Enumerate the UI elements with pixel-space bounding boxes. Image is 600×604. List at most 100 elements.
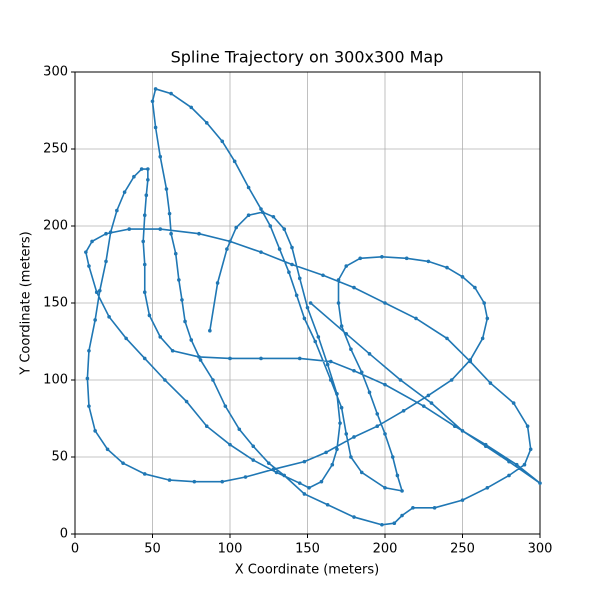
y-tick-label: 50 <box>51 450 68 465</box>
trajectory-point <box>204 121 209 125</box>
trajectory-point <box>225 247 229 251</box>
trajectory-point <box>85 376 90 381</box>
trajectory-point <box>220 479 225 484</box>
trajectory-point <box>344 432 349 436</box>
trajectory-point <box>108 230 113 234</box>
trajectory-point <box>173 251 178 256</box>
trajectory-point <box>330 462 335 467</box>
trajectory-point <box>398 378 403 382</box>
x-tick-label: 300 <box>528 542 553 557</box>
trajectory-point <box>142 290 147 295</box>
x-tick-label: 250 <box>450 542 475 557</box>
trajectory-point <box>287 270 291 275</box>
trajectory-point <box>282 227 287 231</box>
trajectory-point <box>339 324 344 328</box>
trajectory-point <box>259 356 263 361</box>
trajectory-point <box>375 412 380 416</box>
trajectory-point <box>421 404 426 408</box>
trajectory-point <box>192 479 197 484</box>
trajectory-point <box>401 409 406 413</box>
trajectory-point <box>105 447 110 452</box>
trajectory-point <box>390 455 395 459</box>
trajectory-point <box>169 91 173 96</box>
trajectory-point <box>460 429 465 433</box>
trajectory-point <box>426 259 431 264</box>
trajectory-point <box>93 429 97 433</box>
trajectory-point <box>313 339 318 344</box>
y-axis-label: Y Coordinate (meters) <box>19 231 34 376</box>
trajectory-point <box>153 125 158 130</box>
trajectory-point <box>142 356 147 361</box>
trajectory-point <box>243 475 248 479</box>
trajectory-point <box>338 421 342 425</box>
y-tick-label: 250 <box>43 142 68 157</box>
trajectory-point <box>460 498 465 502</box>
trajectory-point <box>228 356 232 361</box>
trajectory-point <box>167 211 172 216</box>
trajectory-point <box>158 335 163 339</box>
trajectory-point <box>90 239 94 244</box>
trajectory-point <box>325 362 330 367</box>
trajectory-point <box>449 378 454 382</box>
trajectory-point <box>305 305 310 310</box>
trajectory-point <box>400 513 404 518</box>
trajectory-point <box>335 392 339 396</box>
trajectory-point <box>183 319 187 324</box>
trajectory-point <box>189 338 194 342</box>
trajectory-point <box>485 486 490 490</box>
trajectory-point <box>325 502 330 507</box>
trajectory-point <box>93 318 97 322</box>
trajectory-point <box>211 378 215 382</box>
trajectory-point <box>395 473 400 478</box>
trajectory-point <box>208 328 212 333</box>
trajectory-point <box>146 178 150 182</box>
trajectory-point <box>473 285 477 290</box>
trajectory-point <box>522 462 527 467</box>
trajectory-point <box>142 262 147 267</box>
trajectory-point <box>358 256 363 261</box>
trajectory-point <box>87 264 91 268</box>
trajectory-point <box>445 265 449 270</box>
trajectory-point <box>294 293 299 298</box>
trajectory-point <box>383 486 387 490</box>
trajectory-point <box>232 159 237 164</box>
trajectory-point <box>308 301 313 305</box>
x-tick-label: 200 <box>373 542 398 557</box>
y-tick-label: 150 <box>43 296 68 311</box>
trajectory-point <box>349 347 353 352</box>
trajectory-point <box>277 247 282 251</box>
trajectory-point <box>316 335 321 339</box>
trajectory-point <box>177 278 181 282</box>
trajectory-point <box>392 521 397 526</box>
trajectory-point <box>335 447 339 452</box>
trajectory-point <box>132 174 136 179</box>
trajectory-point <box>445 336 449 341</box>
trajectory-point <box>158 227 163 231</box>
trajectory-point <box>485 316 490 321</box>
trajectory-point <box>146 167 150 171</box>
trajectory-point <box>429 401 434 405</box>
trajectory-point <box>223 404 228 408</box>
trajectory-point <box>153 87 158 91</box>
trajectory-point <box>344 264 349 268</box>
trajectory-point <box>507 473 511 478</box>
trajectory-point <box>480 336 485 341</box>
trajectory-point <box>383 432 387 436</box>
trajectory-point <box>259 250 263 254</box>
trajectory-point <box>271 467 276 472</box>
trajectory-point <box>367 390 372 395</box>
trajectory-point <box>260 210 265 214</box>
trajectory-point <box>228 239 232 244</box>
x-tick-label: 100 <box>218 542 243 557</box>
x-tick-label: 0 <box>71 542 79 557</box>
trajectory-point <box>302 316 307 321</box>
trajectory-point <box>432 506 437 510</box>
trajectory-point <box>383 382 387 387</box>
trajectory-point <box>87 404 91 408</box>
trajectory-point <box>367 352 372 356</box>
trajectory-point <box>525 424 530 429</box>
trajectory-point <box>158 154 163 159</box>
trajectory-point <box>482 301 487 305</box>
